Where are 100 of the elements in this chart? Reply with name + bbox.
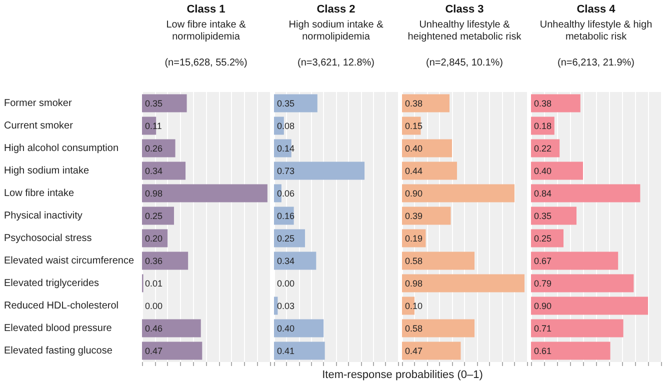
bar <box>531 184 640 202</box>
data-label: 0.79 <box>534 278 552 288</box>
data-label: 0.34 <box>145 166 163 176</box>
chart-title: Class 2 <box>316 4 356 16</box>
bar <box>274 319 324 338</box>
data-label: 0.00 <box>277 278 295 288</box>
data-label: 0.25 <box>145 210 163 221</box>
bar <box>274 296 278 315</box>
bar <box>531 296 648 315</box>
data-label: 0.67 <box>534 256 552 266</box>
bar <box>142 162 186 180</box>
data-label: 0.26 <box>145 143 163 154</box>
data-label: 0.22 <box>534 143 552 154</box>
bar <box>402 162 457 180</box>
data-label: 0.98 <box>145 188 163 198</box>
y-tick-label: High alcohol consumption <box>4 142 119 154</box>
data-label: 0.01 <box>145 278 163 288</box>
chart-title: Class 3 <box>445 4 484 16</box>
bar <box>274 252 316 270</box>
bar <box>402 274 524 292</box>
data-label: 0.41 <box>277 346 295 356</box>
chart-title: Class 1 <box>186 4 226 16</box>
bar <box>274 94 318 112</box>
data-label: 0.20 <box>145 233 163 244</box>
y-tick-label: Elevated fasting glucose <box>4 345 113 356</box>
y-tick-label: Reduced HDL-cholesterol <box>4 300 119 312</box>
bar <box>274 162 365 180</box>
bar <box>531 94 580 112</box>
data-label: 0.71 <box>534 323 552 334</box>
text: (n=2,845, 10.1%) <box>426 58 503 68</box>
y-tick-label: Physical inactivity <box>4 210 82 222</box>
data-label: 0.47 <box>405 346 423 356</box>
data-label: 0.40 <box>277 323 295 334</box>
chart-subtitle: High sodium intake & normolipidemia <box>288 20 384 42</box>
y-tick-label: Former smoker <box>4 98 72 109</box>
y-tick-label: High sodium intake <box>4 165 90 176</box>
data-label: 0.10 <box>405 300 423 311</box>
text: (n=6,213, 21.9%) <box>558 58 634 68</box>
data-label: 0.40 <box>405 143 423 154</box>
y-tick-label: Elevated waist circumference <box>4 255 134 266</box>
text: (n=15,628, 55.2%) <box>164 58 248 68</box>
data-label: 0.47 <box>145 346 163 356</box>
chart-title: Class 4 <box>576 4 616 16</box>
chart-subtitle: Unhealthy lifestyle & high metabolic risk <box>540 20 652 42</box>
data-label: 0.90 <box>405 188 423 198</box>
bar <box>531 252 618 270</box>
data-label: 0.58 <box>405 323 423 334</box>
data-label: 0.18 <box>534 120 552 131</box>
bar <box>142 252 188 270</box>
bar <box>274 229 305 248</box>
data-label: 0.00 <box>145 300 163 311</box>
chart-subtitle: Low fibre intake & normolipidemia <box>166 20 246 42</box>
bar <box>142 139 176 158</box>
data-label: 0.46 <box>145 323 163 334</box>
data-label: 0.38 <box>534 98 552 108</box>
bar <box>402 342 461 360</box>
bar <box>402 184 514 202</box>
bar <box>402 94 450 112</box>
data-label: 0.39 <box>405 210 423 221</box>
data-label: 0.03 <box>277 300 295 311</box>
data-label: 0.06 <box>277 188 295 198</box>
data-label: 0.38 <box>405 98 423 108</box>
data-label: 0.25 <box>277 233 295 244</box>
data-label: 0.44 <box>405 166 423 176</box>
bar <box>402 139 452 158</box>
data-label: 0.16 <box>277 210 295 221</box>
bar <box>531 342 610 360</box>
bar <box>531 319 624 338</box>
data-label: 0.98 <box>405 278 423 288</box>
data-label: 0.73 <box>277 166 295 176</box>
chart-subtitle: Unhealthy lifestyle & heightened metabolic risk <box>408 20 522 42</box>
bar <box>142 94 187 112</box>
bar <box>142 206 174 225</box>
data-label: 0.58 <box>405 256 423 266</box>
data-label: 0.19 <box>405 233 423 244</box>
data-label: 0.08 <box>277 120 295 131</box>
bar <box>531 274 634 292</box>
text: (n=3,621, 12.8%) <box>298 58 374 68</box>
data-label: 0.35 <box>277 98 295 108</box>
data-label: 0.61 <box>534 346 552 356</box>
bar <box>142 319 201 338</box>
y-tick-label: Elevated triglycerides <box>4 278 100 289</box>
bar <box>531 229 564 248</box>
bar <box>402 319 474 338</box>
x-axis-title: Item-response probabilities (0–1) <box>321 369 484 381</box>
data-label: 0.35 <box>534 210 552 221</box>
bar <box>531 206 576 225</box>
bar <box>142 342 202 360</box>
bar <box>142 184 268 202</box>
y-tick-label: Current smoker <box>4 120 74 132</box>
data-label: 0.14 <box>277 143 295 154</box>
bar <box>274 342 325 360</box>
bar <box>402 206 451 225</box>
data-label: 0.40 <box>534 166 552 176</box>
data-label: 0.36 <box>145 256 163 266</box>
data-label: 0.25 <box>534 233 552 244</box>
bar <box>531 162 583 180</box>
data-label: 0.34 <box>277 256 295 266</box>
data-label: 0.90 <box>534 300 552 311</box>
y-tick-label: Psychosocial stress <box>4 232 92 244</box>
